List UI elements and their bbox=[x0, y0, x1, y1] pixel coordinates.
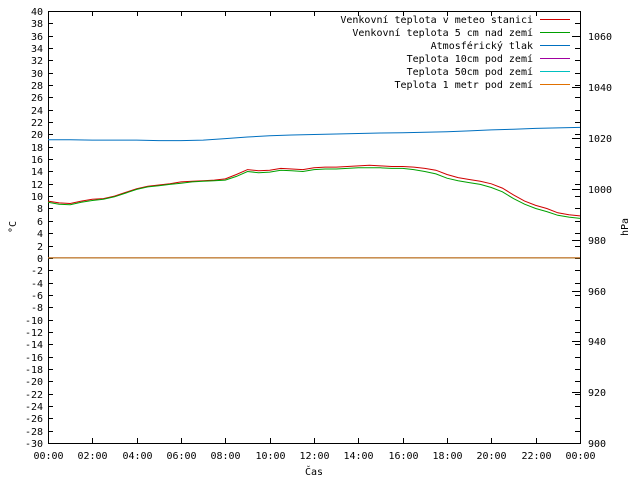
legend-label-1: Venkovní teplota v meteo stanici bbox=[340, 14, 533, 26]
left-tick-label: 10 bbox=[31, 192, 43, 203]
left-tick-label: -6 bbox=[31, 291, 43, 302]
left-tick-label: 28 bbox=[31, 81, 43, 92]
left-tick-label: -22 bbox=[25, 390, 43, 401]
left-tick-label: 32 bbox=[31, 56, 43, 67]
left-tick-label: -24 bbox=[25, 402, 43, 413]
left-tick-label: 4 bbox=[37, 229, 43, 240]
x-tick-label: 10:00 bbox=[255, 451, 285, 462]
x-axis-ticks: 00:00 02:00 04:00 06:00 08:00 10:00 12:00 14:00… bbox=[33, 11, 596, 462]
right-tick-label: 1040 bbox=[588, 83, 612, 94]
left-tick-label: -30 bbox=[25, 439, 43, 450]
x-axis-title: Čas bbox=[305, 465, 323, 478]
x-tick-label: 14:00 bbox=[343, 451, 373, 462]
left-tick-label: 18 bbox=[31, 143, 43, 154]
legend-label-3: Atmosférický tlak bbox=[431, 40, 533, 52]
left-tick-label: 0 bbox=[37, 254, 43, 265]
right-axis-ticks: 1060 1040 1020 1000 980 960 940 920 900 bbox=[572, 32, 612, 450]
y-axis-left-title: °C bbox=[8, 221, 19, 233]
left-tick-label: 6 bbox=[37, 217, 43, 228]
x-tick-label: 08:00 bbox=[210, 451, 240, 462]
series-lines bbox=[47, 126, 581, 259]
left-tick-label: 40 bbox=[31, 7, 43, 18]
left-axis-ticks: 4038363432302826242220181614121086420-2-… bbox=[25, 7, 580, 450]
left-tick-label: -8 bbox=[31, 303, 43, 314]
left-tick-label: 38 bbox=[31, 19, 43, 30]
series-line-3 bbox=[48, 126, 581, 142]
left-tick-label: -26 bbox=[25, 414, 43, 425]
right-tick-label: 1020 bbox=[588, 134, 612, 145]
left-tick-label: -10 bbox=[25, 316, 43, 327]
left-tick-label: -20 bbox=[25, 377, 43, 388]
left-tick-label: 24 bbox=[31, 106, 43, 117]
x-tick-label: 12:00 bbox=[299, 451, 329, 462]
y-axis-right-title: hPa bbox=[620, 218, 631, 236]
left-tick-label: 34 bbox=[31, 44, 43, 55]
x-tick-label: 00:00 bbox=[33, 451, 63, 462]
x-tick-label: 06:00 bbox=[166, 451, 196, 462]
left-tick-label: 20 bbox=[31, 130, 43, 141]
left-tick-label: 36 bbox=[31, 32, 43, 43]
legend: Venkovní teplota v meteo staniciVenkovní… bbox=[340, 14, 570, 91]
series-line-1 bbox=[47, 164, 581, 217]
left-tick-label: -14 bbox=[25, 340, 43, 351]
x-tick-label: 18:00 bbox=[432, 451, 462, 462]
legend-label-6: Teplota 1 metr pod zemí bbox=[395, 79, 533, 91]
series-line-2 bbox=[47, 167, 581, 219]
left-tick-label: 22 bbox=[31, 118, 43, 129]
left-tick-label: 16 bbox=[31, 155, 43, 166]
left-tick-label: -2 bbox=[31, 266, 43, 277]
right-tick-label: 920 bbox=[588, 388, 606, 399]
x-tick-label: 04:00 bbox=[122, 451, 152, 462]
left-tick-label: -28 bbox=[25, 427, 43, 438]
left-tick-label: -4 bbox=[31, 279, 43, 290]
x-tick-label: 00:00 bbox=[565, 451, 595, 462]
left-tick-label: 2 bbox=[37, 242, 43, 253]
left-tick-label: 30 bbox=[31, 69, 43, 80]
left-tick-label: -16 bbox=[25, 353, 43, 364]
x-tick-label: 20:00 bbox=[476, 451, 506, 462]
right-tick-label: 940 bbox=[588, 337, 606, 348]
x-tick-label: 16:00 bbox=[388, 451, 418, 462]
right-tick-label: 960 bbox=[588, 287, 606, 298]
right-tick-label: 1060 bbox=[588, 32, 612, 43]
right-tick-label: 980 bbox=[588, 236, 606, 247]
left-tick-label: -18 bbox=[25, 365, 43, 376]
left-tick-label: -12 bbox=[25, 328, 43, 339]
left-tick-label: 12 bbox=[31, 180, 43, 191]
legend-label-2: Venkovní teplota 5 cm nad zemí bbox=[352, 27, 533, 39]
legend-label-5: Teplota 50cm pod zemí bbox=[407, 66, 533, 78]
right-tick-label: 900 bbox=[588, 439, 606, 450]
x-tick-label: 22:00 bbox=[521, 451, 551, 462]
right-tick-label: 1000 bbox=[588, 185, 612, 196]
left-tick-label: 26 bbox=[31, 93, 43, 104]
x-tick-label: 02:00 bbox=[77, 451, 107, 462]
legend-label-4: Teplota 10cm pod zemí bbox=[407, 53, 533, 65]
left-tick-label: 14 bbox=[31, 167, 43, 178]
left-tick-label: 8 bbox=[37, 204, 43, 215]
